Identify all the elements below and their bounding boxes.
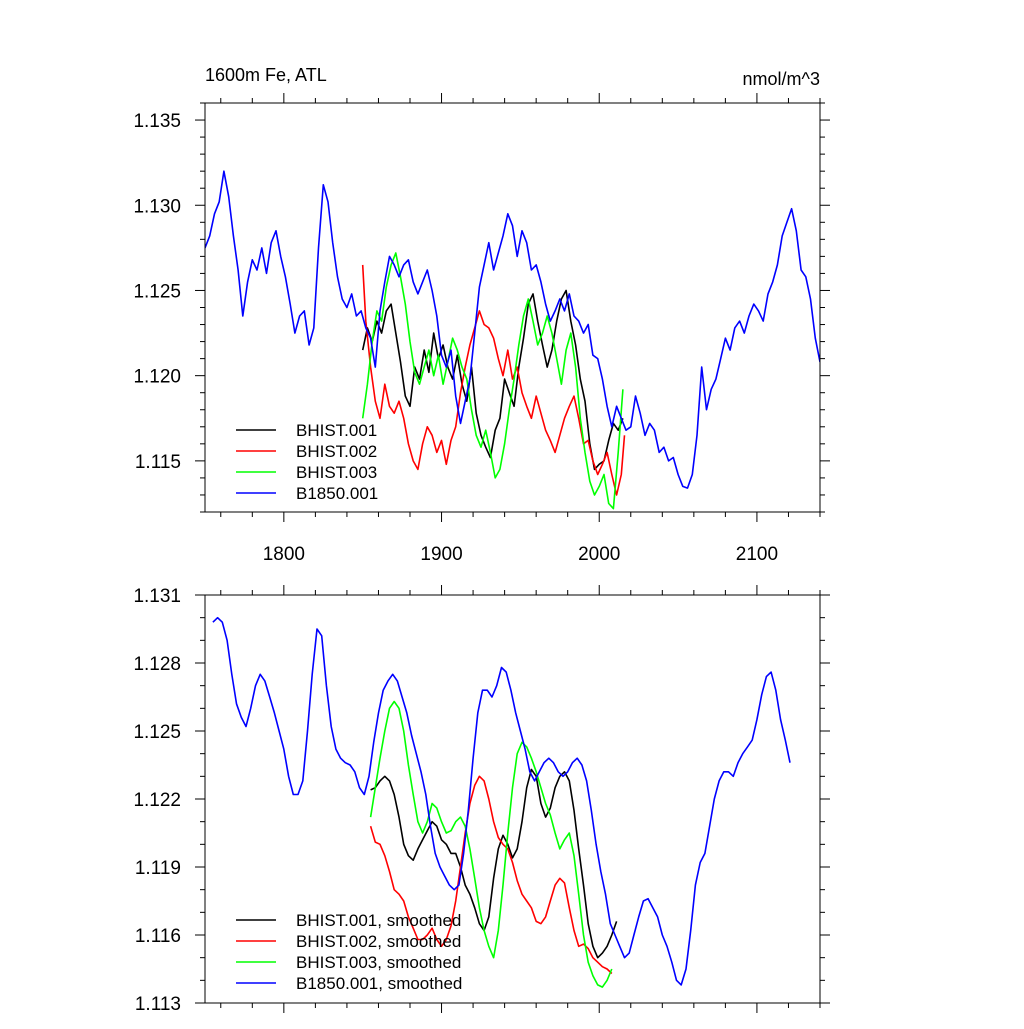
x-tick-label: 1800	[263, 544, 305, 565]
x-tick-label: 1900	[420, 544, 462, 565]
y-tick-label: 1.122	[133, 790, 181, 811]
series-line-bhist-001	[361, 289, 624, 471]
series-line-bhist-003	[361, 252, 624, 510]
y-tick-label: 1.119	[135, 858, 181, 879]
series-line-bhist-002-smoothed	[369, 775, 613, 975]
y-tick-label: 1.115	[135, 452, 181, 473]
chart-title-units: nmol/m^3	[743, 69, 820, 89]
bottom-panel: 1.113 1.116 1.119 1.122 1.125 1.128 1.131 BHIST…	[133, 585, 830, 1015]
chart-title-left: 1600m Fe, ATL	[205, 65, 327, 85]
y-tick-label: 1.130	[133, 196, 181, 217]
legend-label: B1850.001	[296, 484, 378, 503]
y-tick-label: 1.113	[135, 994, 181, 1015]
y-tick-label: 1.131	[133, 586, 181, 607]
legend: BHIST.001 BHIST.002 BHIST.003 B1850.001	[236, 421, 378, 503]
series-line-b1850-001-smoothed	[212, 616, 791, 986]
y-tick-label: 1.116	[135, 926, 181, 947]
series-group	[212, 616, 791, 988]
legend-label: BHIST.001, smoothed	[296, 911, 461, 930]
legend-label: BHIST.002	[296, 442, 377, 461]
top-panel: 1800 1900 2000 2100 1.115 1.120 1.125 1.130 1.13…	[133, 65, 830, 565]
legend-label: BHIST.003	[296, 463, 377, 482]
y-tick-label: 1.135	[133, 111, 181, 132]
series-group	[205, 170, 820, 510]
series-line-bhist-003-smoothed	[369, 700, 613, 988]
y-tick-label: 1.120	[133, 367, 181, 388]
legend-label: B1850.001, smoothed	[296, 974, 462, 993]
legend-label: BHIST.001	[296, 421, 377, 440]
y-tick-label: 1.125	[133, 722, 181, 743]
legend-label: BHIST.003, smoothed	[296, 953, 461, 972]
legend-label: BHIST.002, smoothed	[296, 932, 461, 951]
y-tick-label: 1.128	[133, 654, 181, 675]
legend: BHIST.001, smoothed BHIST.002, smoothed BH…	[236, 911, 462, 993]
x-tick-label: 2100	[736, 544, 778, 565]
series-line-b1850-001	[205, 170, 820, 489]
x-tick-label: 2000	[578, 544, 620, 565]
series-line-bhist-002	[361, 264, 626, 496]
y-tick-label: 1.125	[133, 281, 181, 302]
series-line-bhist-001-smoothed	[370, 768, 618, 959]
